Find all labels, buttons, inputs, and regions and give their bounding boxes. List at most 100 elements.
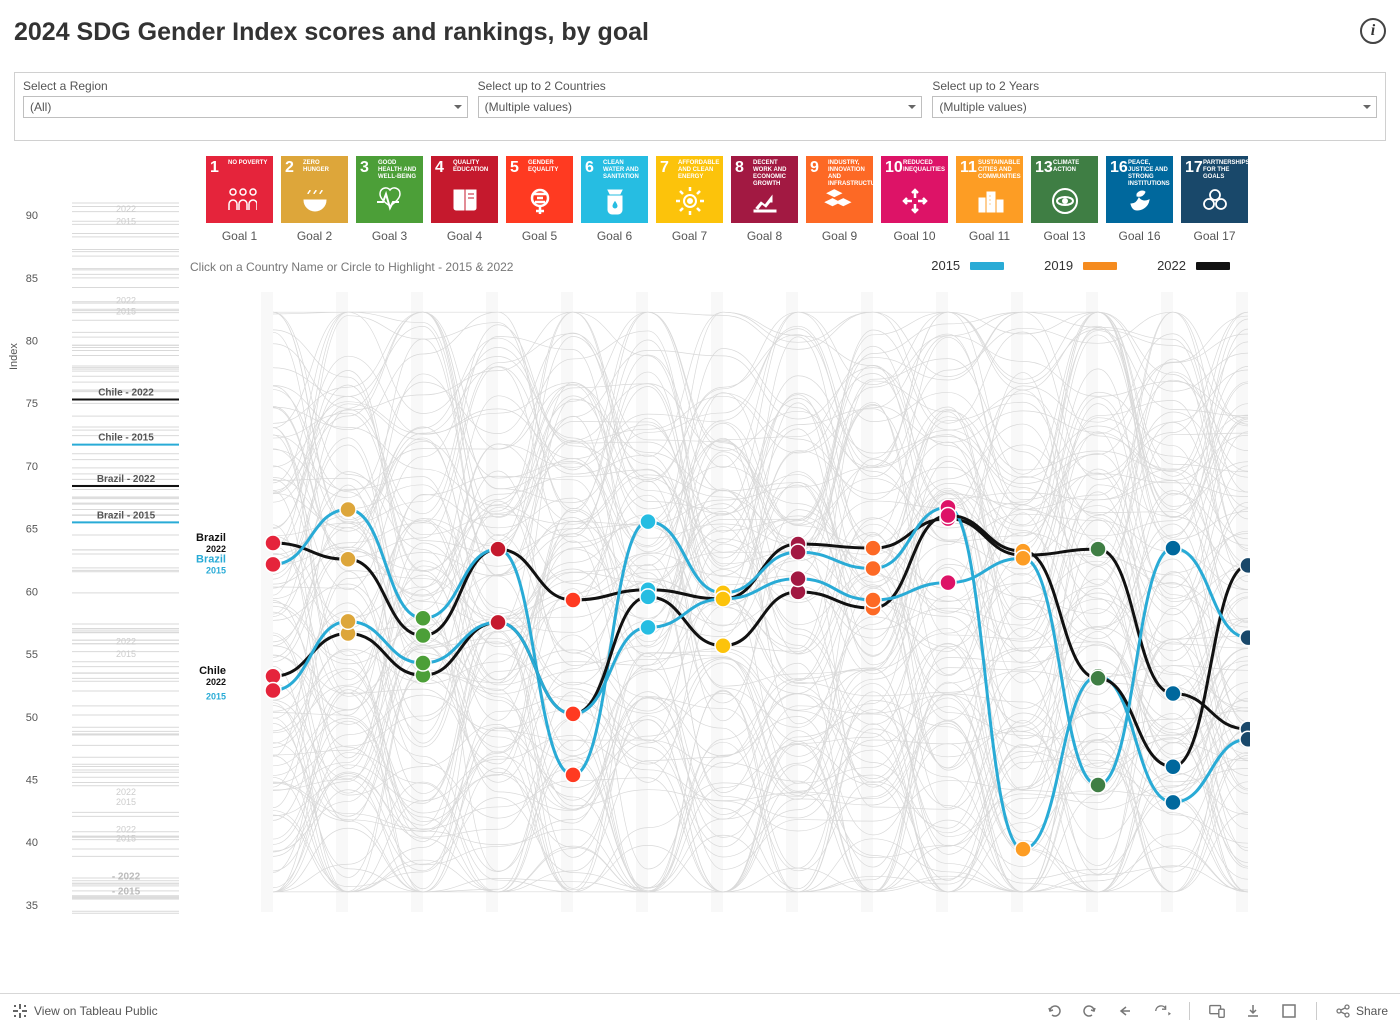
data-point[interactable] — [1240, 630, 1250, 646]
sdg-tile-7[interactable]: 7AFFORDABLE AND CLEAN ENERGY — [656, 156, 723, 223]
rank-label[interactable]: Brazil - 2015 — [97, 510, 156, 521]
data-point[interactable] — [565, 767, 581, 783]
ghost-rank-label: 2022 — [116, 787, 136, 797]
data-point[interactable] — [415, 628, 431, 644]
left-ranking-chart[interactable]: 3540455055606570758085902022201520222015… — [14, 190, 194, 930]
data-point[interactable] — [265, 682, 281, 698]
data-point[interactable] — [1165, 759, 1181, 775]
y-tick-label: 85 — [26, 273, 38, 285]
sdg-tile-5[interactable]: 5GENDER EQUALITY — [506, 156, 573, 223]
rank-label[interactable]: - 2015 — [112, 887, 141, 898]
ghost-rank-label: 2015 — [116, 307, 136, 317]
data-point[interactable] — [640, 589, 656, 605]
series-label[interactable]: Brazil — [196, 553, 226, 565]
sdg-tile-17[interactable]: 17PARTNERSHIPS FOR THE GOALS — [1181, 156, 1248, 223]
revert-icon[interactable] — [1117, 1002, 1135, 1020]
main-chart[interactable]: Brazil2022Brazil2015Chile20222015 — [190, 282, 1250, 922]
data-point[interactable] — [1090, 541, 1106, 557]
data-point[interactable] — [940, 508, 956, 524]
data-point[interactable] — [1165, 540, 1181, 556]
undo-icon[interactable] — [1045, 1002, 1063, 1020]
data-point[interactable] — [1165, 686, 1181, 702]
sdg-tile-3[interactable]: 3GOOD HEALTH AND WELL-BEING — [356, 156, 423, 223]
sdg-tile-11[interactable]: 11SUSTAINABLE CITIES AND COMMUNITIES — [956, 156, 1023, 223]
y-tick-label: 40 — [26, 837, 38, 849]
y-tick-label: 70 — [26, 461, 38, 473]
data-point[interactable] — [565, 592, 581, 608]
legend-label: 2015 — [931, 258, 960, 273]
data-point[interactable] — [490, 541, 506, 557]
series-label[interactable]: Chile — [199, 665, 226, 677]
data-point[interactable] — [1165, 794, 1181, 810]
sdg-icon — [372, 183, 408, 219]
sdg-tile-2[interactable]: 2ZERO HUNGER — [281, 156, 348, 223]
sdg-goal-label: Goal 16 — [1106, 229, 1173, 243]
data-point[interactable] — [640, 514, 656, 530]
refresh-icon[interactable] — [1153, 1002, 1171, 1020]
data-point[interactable] — [340, 551, 356, 567]
chart-instruction: Click on a Country Name or Circle to Hig… — [190, 260, 513, 274]
rank-label[interactable]: - 2022 — [112, 872, 141, 883]
sdg-icon — [822, 183, 858, 219]
legend-item-2015[interactable]: 2015 — [931, 258, 1004, 273]
sdg-name: GENDER EQUALITY — [528, 160, 570, 174]
sdg-name: QUALITY EDUCATION — [453, 160, 495, 174]
rank-label[interactable]: Brazil - 2022 — [97, 474, 156, 485]
rank-label[interactable]: Chile - 2015 — [98, 433, 154, 444]
data-point[interactable] — [640, 619, 656, 635]
data-point[interactable] — [1015, 841, 1031, 857]
share-button[interactable]: Share — [1335, 1003, 1388, 1019]
sdg-tile-13[interactable]: 13CLIMATE ACTION — [1031, 156, 1098, 223]
data-point[interactable] — [340, 613, 356, 629]
data-point[interactable] — [790, 571, 806, 587]
series-year-label[interactable]: 2015 — [206, 691, 226, 701]
series-label[interactable]: Brazil — [196, 532, 226, 544]
sdg-tile-6[interactable]: 6CLEAN WATER AND SANITATION — [581, 156, 648, 223]
data-point[interactable] — [865, 592, 881, 608]
series-year-label[interactable]: 2022 — [206, 677, 226, 687]
sdg-name: REDUCED INEQUALITIES — [903, 160, 945, 174]
data-point[interactable] — [715, 638, 731, 654]
data-point[interactable] — [865, 560, 881, 576]
data-point[interactable] — [790, 544, 806, 560]
legend-item-2022[interactable]: 2022 — [1157, 258, 1230, 273]
sdg-tile-16[interactable]: 16PEACE, JUSTICE AND STRONG INSTITUTIONS — [1106, 156, 1173, 223]
data-point[interactable] — [1015, 550, 1031, 566]
sdg-tile-4[interactable]: 4QUALITY EDUCATION — [431, 156, 498, 223]
filter-country-select[interactable]: (Multiple values) — [478, 96, 923, 118]
data-point[interactable] — [865, 540, 881, 556]
data-point[interactable] — [1090, 670, 1106, 686]
info-icon[interactable]: i — [1360, 18, 1386, 44]
data-point[interactable] — [715, 591, 731, 607]
data-point[interactable] — [415, 655, 431, 671]
sdg-icon — [972, 183, 1008, 219]
device-preview-icon[interactable] — [1208, 1002, 1226, 1020]
sdg-tile-9[interactable]: 9INDUSTRY, INNOVATION AND INFRASTRUCTURE — [806, 156, 873, 223]
sdg-tile-10[interactable]: 10REDUCED INEQUALITIES — [881, 156, 948, 223]
fullscreen-icon[interactable] — [1280, 1002, 1298, 1020]
data-point[interactable] — [490, 614, 506, 630]
data-point[interactable] — [415, 610, 431, 626]
data-point[interactable] — [565, 706, 581, 722]
sdg-tile-8[interactable]: 8DECENT WORK AND ECONOMIC GROWTH — [731, 156, 798, 223]
redo-icon[interactable] — [1081, 1002, 1099, 1020]
data-point[interactable] — [1240, 557, 1250, 573]
data-point[interactable] — [265, 535, 281, 551]
sdg-tile-1[interactable]: 1NO POVERTY — [206, 156, 273, 223]
data-point[interactable] — [265, 556, 281, 572]
filter-year-select[interactable]: (Multiple values) — [932, 96, 1377, 118]
data-point[interactable] — [340, 501, 356, 517]
tableau-public-link[interactable]: View on Tableau Public — [12, 1003, 158, 1019]
sdg-number: 8 — [735, 159, 744, 177]
sdg-goal-label: Goal 5 — [506, 229, 573, 243]
data-point[interactable] — [940, 575, 956, 591]
rank-label[interactable]: Chile - 2022 — [98, 387, 154, 398]
data-point[interactable] — [1240, 731, 1250, 747]
year-legend: 2015 2019 2022 — [931, 258, 1230, 273]
sdg-number: 13 — [1035, 159, 1053, 177]
download-icon[interactable] — [1244, 1002, 1262, 1020]
filter-region-select[interactable]: (All) — [23, 96, 468, 118]
legend-item-2019[interactable]: 2019 — [1044, 258, 1117, 273]
series-year-label[interactable]: 2015 — [206, 565, 226, 575]
data-point[interactable] — [1090, 777, 1106, 793]
